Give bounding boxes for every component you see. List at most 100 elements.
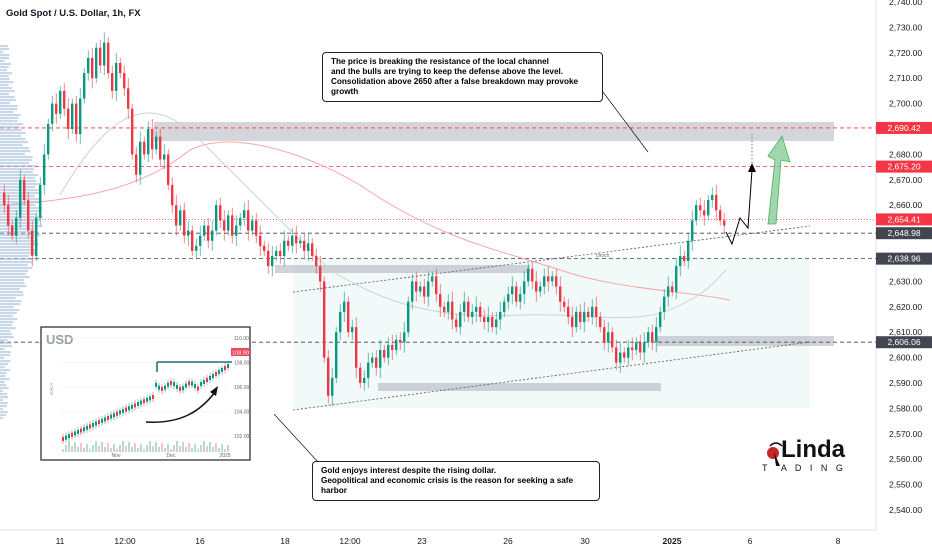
y-tick-label: 2,630.00 [889,276,922,286]
x-axis: 11 12:00 16 18 12:00 23 26 30 2025 6 8 [56,536,841,546]
x-tick-label: 18 [280,536,290,546]
y-tick-label: 2,590.00 [889,378,922,388]
candle-body [559,286,562,302]
inset-candle-body [80,428,82,433]
candle-body [659,311,662,328]
y-tick-label: 2,730.00 [889,22,922,32]
inset-candle-body [173,382,175,387]
price-tag-label: 2,606.06 [887,337,920,347]
volume-bar [0,366,5,369]
volume-bar [0,249,37,252]
candle-body [343,301,346,312]
x-tick-label: 30 [580,536,590,546]
inset-volume-bar [86,444,88,452]
inset-candle-body [155,382,157,387]
inset-candle-body [188,381,190,386]
price-tag-label: 2,648.98 [887,228,920,238]
volume-bar [0,294,24,297]
volume-bar [0,393,8,396]
volume-bar [0,396,9,399]
projection-path [725,169,753,246]
candle-body [307,243,310,251]
volume-bar [0,354,11,357]
inset-volume-bar [134,443,136,452]
mid-zone [275,265,530,273]
inset-y-tick: 110.00 [234,336,249,342]
candle-body [371,357,374,363]
candle-body [623,352,626,358]
inset-candle-body [107,416,109,420]
inset-candle-body [137,402,139,406]
inset-volume-bar [152,446,154,452]
candle-body [391,344,394,350]
inset-candle-body [176,384,178,389]
inset-volume-bar [71,446,73,452]
annotation-bottom: Gold enjoys interest despite the rising … [312,461,600,501]
inset-volume-bar [110,448,112,452]
ma-fast [59,112,727,319]
volume-bar [0,87,13,90]
price-tag-label: 2,638.96 [887,254,920,264]
brand-logo [762,438,852,478]
candle-body [291,235,294,246]
candle-body [551,276,554,282]
inset-candle-body [83,427,85,432]
y-tick-label: 2,680.00 [889,149,922,159]
logo-text: Linda [781,436,845,463]
inset-volume-bar [131,447,133,452]
inset-candle-body [212,374,214,378]
price-tag-bg [876,227,932,240]
inset-candle-body [86,425,88,430]
volume-bar [0,204,36,207]
candle-body [631,347,634,350]
candle-body [379,349,382,368]
candle-body [567,306,570,317]
price-tag-label: 2,675.20 [887,162,920,172]
volume-bar [0,339,8,342]
inset-volume-bar [209,442,211,452]
candle-body [531,268,534,282]
candle-body [335,332,338,378]
inset-volume-bar [113,444,115,452]
candle-body [263,245,266,251]
candle-body [487,316,490,323]
candle-body [275,250,278,256]
candle-body [199,235,202,246]
candle-body [327,357,330,396]
volume-bar [0,72,13,75]
candle-body [271,256,274,267]
candle-body [415,281,418,292]
inset-title: USD [46,332,73,347]
candle-body [455,319,458,328]
inset-candle-body [149,396,151,401]
candle-body [107,42,110,74]
volume-bar [0,162,30,165]
candle-body [363,377,366,383]
inset-candle-body [98,420,100,425]
candle-body [603,327,606,343]
candle-body [51,103,54,124]
x-tick-label: 26 [503,536,513,546]
candle-body [679,256,682,267]
inset-candle-body [89,424,91,429]
volume-bar [0,138,26,141]
volume-bar [0,363,9,366]
volume-bar [0,282,25,285]
inset-volume-bar [128,442,130,452]
volume-bar [0,84,9,87]
inset-candle-body [152,395,154,399]
volume-bar [0,306,14,309]
candle-body [723,220,726,226]
level-lines [0,127,876,343]
volume-bar [0,78,10,81]
volume-bar [0,195,35,198]
volume-bar [0,240,38,243]
inset-candle-body [200,382,202,386]
volume-bar [0,252,36,255]
inset-price-tag: 108.90 [232,351,249,357]
candle-body [143,141,146,155]
inset-volume-bar [104,447,106,452]
inset-candle-body [179,386,181,391]
candle-body [543,276,546,287]
candle-body [355,327,358,368]
